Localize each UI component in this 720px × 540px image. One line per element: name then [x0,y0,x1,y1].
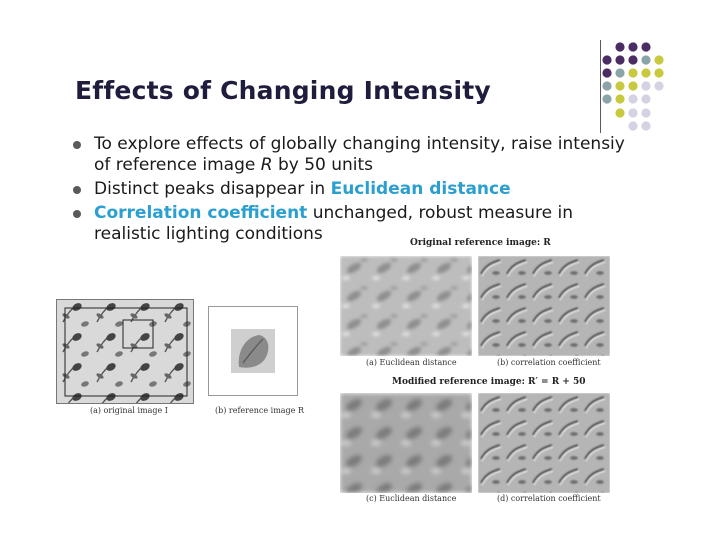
decorative-dot [615,42,625,52]
map-euclidean-original [340,256,472,356]
decorative-dot [628,121,638,131]
decorative-dot [628,55,638,65]
decorative-dot [602,81,612,91]
decorative-dot [628,42,638,52]
caption-euclidean-a: (a) Euclidean distance [366,358,457,367]
decorative-dot [641,42,651,52]
decorative-dot [628,94,638,104]
decorative-dot [628,68,638,78]
highlight-euclidean: Euclidean distance [330,179,511,199]
sharp-correlation-map [478,256,610,356]
decorative-dot [615,68,625,78]
bullet-item: Correlation coefficient unchanged, robus… [73,203,636,245]
tulip-pattern-image [57,300,193,403]
original-image-I [56,299,194,404]
sharp-correlation-map-modified [478,393,610,493]
decorative-dot [641,68,651,78]
bullet-dot-icon [73,141,81,149]
highlight-correlation: Correlation coefficient [94,203,308,223]
map-correlation-modified [478,393,610,493]
decorative-dot [641,55,651,65]
caption-euclidean-c: (c) Euclidean distance [366,494,457,503]
decorative-dot [654,55,664,65]
decorative-dot-grid [602,42,664,131]
decorative-dot [615,55,625,65]
decorative-dot [615,94,625,104]
blurred-distance-map [340,256,472,356]
decorative-dot [628,108,638,118]
decorative-dot [602,94,612,104]
decorative-dot [641,81,651,91]
decorative-dot [654,81,664,91]
decorative-dot [615,81,625,91]
caption-reference-image: (b) reference image R [215,406,304,415]
decorative-dot [628,81,638,91]
decorative-dot [602,55,612,65]
map-correlation-original [478,256,610,356]
slide-title: Effects of Changing Intensity [75,76,491,105]
bullet-dot-icon [73,210,81,218]
bullet-item: Distinct peaks disappear in Euclidean di… [73,179,636,200]
leaf-reference-image [231,329,275,373]
decorative-dot [641,94,651,104]
caption-original-image: (a) original image I [90,406,168,415]
bullet-dot-icon [73,186,81,194]
decorative-dot [654,68,664,78]
decorative-dot [615,108,625,118]
caption-correlation-d: (d) correlation coefficient [497,494,601,503]
bullet-list: To explore effects of globally changing … [73,134,636,248]
reference-image-R [208,306,298,396]
bullet-item: To explore effects of globally changing … [73,134,636,176]
header-modified-reference: Modified reference image: R′ = R + 50 [392,377,586,387]
decorative-vertical-line [600,40,601,133]
flat-distance-map [340,393,472,493]
decorative-dot [602,68,612,78]
decorative-dot [641,121,651,131]
caption-correlation-b: (b) correlation coefficient [497,358,601,367]
decorative-dot [641,108,651,118]
map-euclidean-modified [340,393,472,493]
header-original-reference: Original reference image: R [410,238,551,248]
